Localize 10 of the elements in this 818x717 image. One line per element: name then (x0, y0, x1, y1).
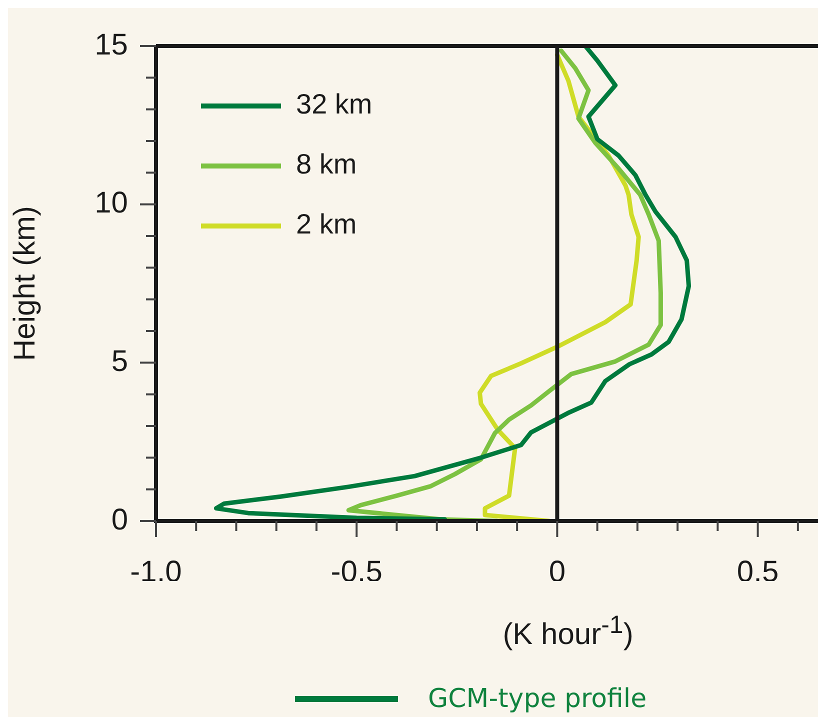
x-axis-title: (K hour$^{-1}$) (502, 611, 634, 652)
y-tick-label: 5 (111, 344, 128, 378)
y-tick-label: 15 (94, 28, 128, 62)
y-axis-title: Height (km) (8, 206, 42, 362)
legend-label: 32 km (296, 88, 372, 120)
y-tick-label: 10 (94, 186, 128, 220)
y-tick-label: 0 (111, 503, 128, 536)
legend-label: 8 km (296, 148, 357, 180)
legend-label: 2 km (296, 208, 357, 240)
text: GCM-type profile (428, 684, 647, 714)
